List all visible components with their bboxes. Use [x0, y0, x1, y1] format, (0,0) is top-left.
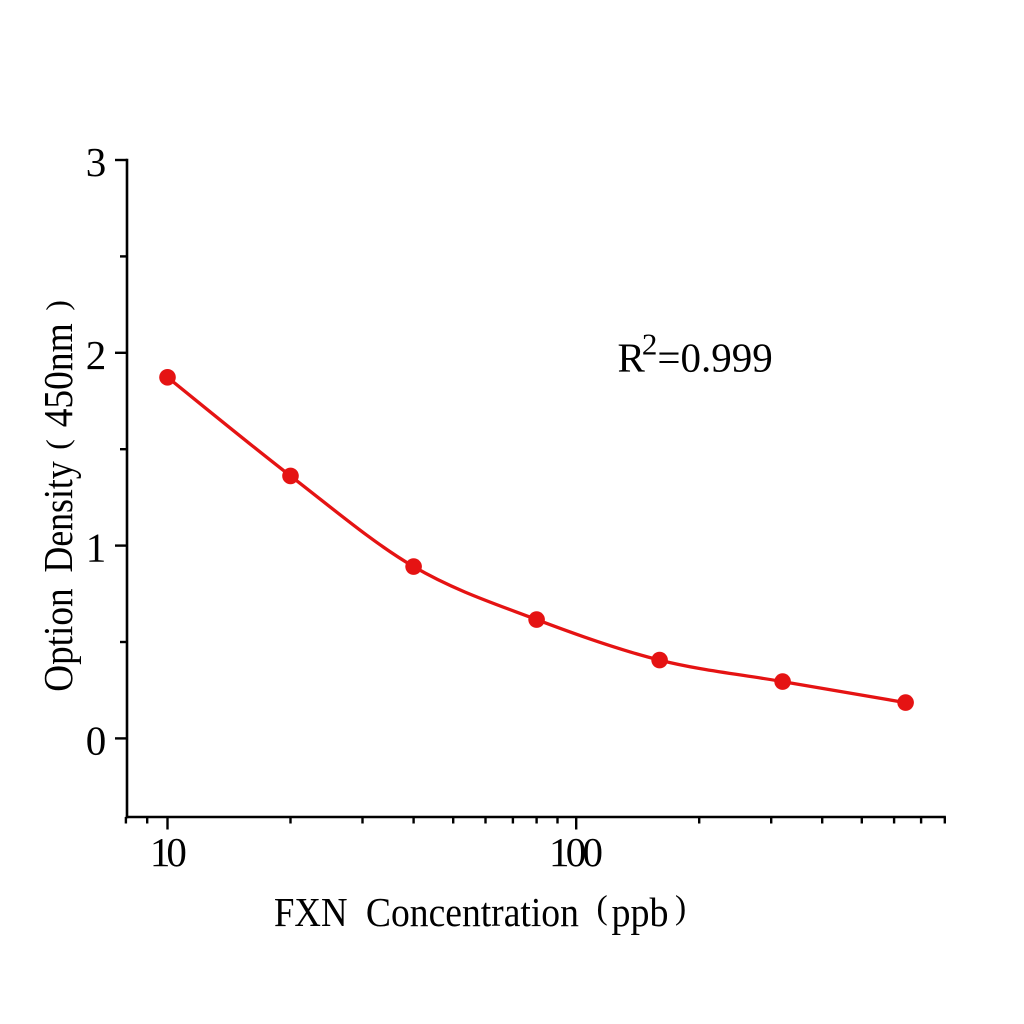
- svg-text:450nm: 450nm: [35, 323, 81, 427]
- svg-text:(: (: [597, 890, 608, 927]
- svg-text:1: 1: [86, 525, 107, 571]
- svg-text:FXN: FXN: [274, 889, 348, 935]
- svg-text:10: 10: [150, 829, 187, 875]
- svg-text:Option: Option: [35, 588, 81, 691]
- svg-text:R2=0.999: R2=0.999: [618, 327, 773, 381]
- svg-text:0: 0: [86, 717, 107, 763]
- svg-text:Concentration: Concentration: [366, 889, 579, 935]
- svg-text:): ): [675, 890, 686, 927]
- svg-text:2: 2: [86, 332, 107, 378]
- svg-text:100: 100: [549, 829, 603, 875]
- svg-text:3: 3: [86, 139, 107, 185]
- svg-text:ppb: ppb: [612, 889, 669, 935]
- svg-text:(: (: [40, 439, 75, 450]
- svg-text:Density: Density: [35, 461, 81, 573]
- svg-text:): ): [40, 300, 75, 311]
